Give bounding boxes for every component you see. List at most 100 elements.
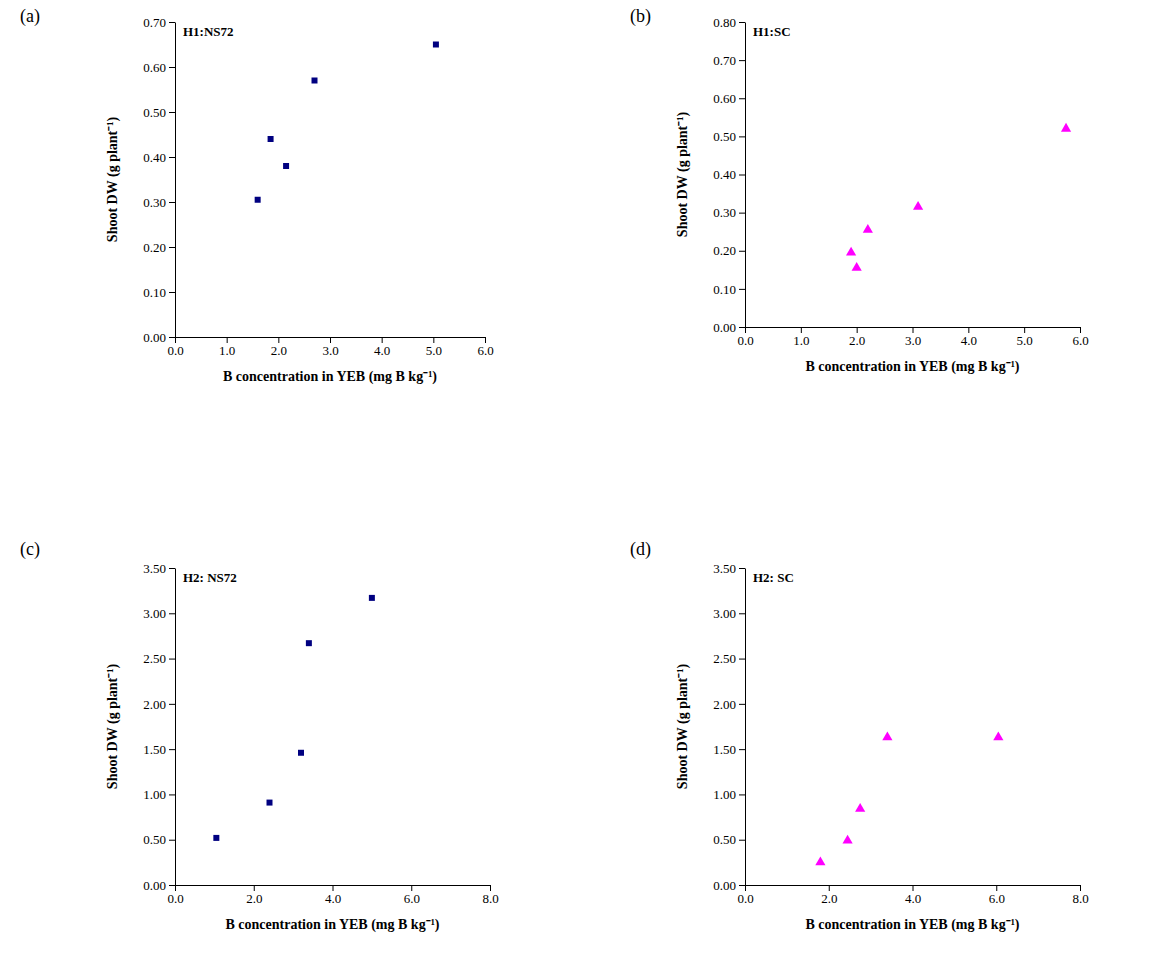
point: [213, 835, 219, 841]
tick-label: 1.00: [713, 787, 736, 802]
panel: 0.02.04.06.08.00.000.501.001.502.002.503…: [105, 561, 499, 933]
tick-mark: [745, 885, 746, 891]
panel-title: H1:NS72: [183, 24, 234, 39]
tick-mark: [169, 292, 175, 293]
tick: 3.0: [905, 327, 921, 348]
panel-title: H2: SC: [753, 570, 794, 585]
panel: 0.01.02.03.04.05.06.00.000.100.200.300.4…: [675, 15, 1089, 375]
point: [369, 595, 375, 601]
tick-label: 4.0: [374, 343, 390, 358]
tick: 0.00: [143, 330, 175, 345]
x-axis: 0.01.02.03.04.05.06.0: [167, 337, 493, 358]
x-axis: 0.02.04.06.08.0: [737, 885, 1088, 906]
tick-label: 3.00: [713, 606, 736, 621]
tick-mark: [739, 136, 745, 137]
tick-mark: [278, 337, 279, 343]
tick-mark: [739, 568, 745, 569]
tick: 1.0: [793, 327, 809, 348]
tick: 2.00: [713, 697, 745, 712]
tick-label: 0.50: [143, 832, 166, 847]
tick: 4.0: [961, 327, 977, 348]
tick: 2.0: [849, 327, 865, 348]
y-axis: 0.000.100.200.300.400.500.600.70: [143, 15, 175, 345]
tick: 4.0: [325, 885, 341, 906]
tick: 0.50: [713, 129, 745, 144]
tick: 2.0: [271, 337, 287, 358]
tick-label: 1.50: [713, 742, 736, 757]
tick: 0.0: [167, 337, 183, 358]
tick: 5.0: [1017, 327, 1033, 348]
tick-mark: [857, 327, 858, 333]
tick-mark: [829, 885, 830, 891]
tick-label: 3.50: [713, 561, 736, 576]
tick-label: 4.0: [325, 891, 341, 906]
tick-mark: [169, 613, 175, 614]
tick: 1.50: [713, 742, 745, 757]
tick: 6.0: [989, 885, 1005, 906]
point: [312, 78, 318, 84]
point: [863, 224, 873, 233]
x-axis-title: B concentration in YEB (mg B kg⁻¹): [805, 359, 1019, 375]
tick: 4.0: [905, 885, 921, 906]
tick-mark: [169, 885, 175, 886]
tick-label: 0.50: [713, 129, 736, 144]
y-axis-title: Shoot DW (g plant⁻¹): [675, 664, 691, 790]
point: [882, 731, 892, 740]
tick-label: 2.0: [271, 343, 287, 358]
tick-label: 8.0: [482, 891, 498, 906]
x-axis: 0.01.02.03.04.05.06.0: [737, 327, 1088, 348]
points: [815, 731, 1003, 865]
tick-label: 5.0: [1017, 333, 1033, 348]
tick: 0.30: [143, 195, 175, 210]
tick-mark: [169, 749, 175, 750]
tick: 1.00: [143, 787, 175, 802]
tick-label: 3.0: [322, 343, 338, 358]
tick: 6.0: [404, 885, 420, 906]
tick-label: 0.70: [713, 53, 736, 68]
y-axis-title: Shoot DW (g plant⁻¹): [105, 117, 121, 243]
tick: 5.0: [426, 337, 442, 358]
tick-label: 0.10: [143, 285, 166, 300]
tick-label: 0.20: [143, 240, 166, 255]
tick-mark: [739, 60, 745, 61]
tick-mark: [169, 704, 175, 705]
tick-mark: [739, 175, 745, 176]
tick-mark: [739, 327, 745, 328]
tick-mark: [169, 659, 175, 660]
tick: 3.00: [143, 606, 175, 621]
tick-label: 2.0: [821, 891, 837, 906]
tick-mark: [175, 885, 176, 891]
point: [306, 640, 312, 646]
tick-label: 0.0: [167, 891, 183, 906]
tick: 0.0: [737, 885, 753, 906]
tick-mark: [175, 337, 176, 343]
tick-label: 2.0: [849, 333, 865, 348]
tick-label: 2.50: [143, 651, 166, 666]
tick: 0.0: [167, 885, 183, 906]
tick-mark: [739, 289, 745, 290]
tick: 0.40: [143, 150, 175, 165]
panel-letter: (c): [20, 539, 40, 560]
point: [433, 42, 439, 48]
tick-label: 1.00: [143, 787, 166, 802]
tick-mark: [227, 337, 228, 343]
tick: 0.00: [143, 878, 175, 893]
point: [855, 803, 865, 812]
tick-label: 4.0: [961, 333, 977, 348]
tick-label: 1.50: [143, 742, 166, 757]
tick-mark: [485, 337, 486, 343]
tick-label: 3.00: [143, 606, 166, 621]
tick-mark: [411, 885, 412, 891]
y-axis-title: Shoot DW (g plant⁻¹): [105, 664, 121, 790]
tick: 1.50: [143, 742, 175, 757]
tick-mark: [1080, 885, 1081, 891]
tick-mark: [169, 568, 175, 569]
panel-letter: (d): [630, 539, 651, 560]
tick-mark: [996, 885, 997, 891]
tick-label: 0.00: [713, 320, 736, 335]
point: [993, 731, 1003, 740]
tick: 0.10: [143, 285, 175, 300]
x-axis-title: B concentration in YEB (mg B kg⁻¹): [805, 917, 1019, 933]
tick-label: 6.0: [989, 891, 1005, 906]
point: [842, 835, 852, 844]
